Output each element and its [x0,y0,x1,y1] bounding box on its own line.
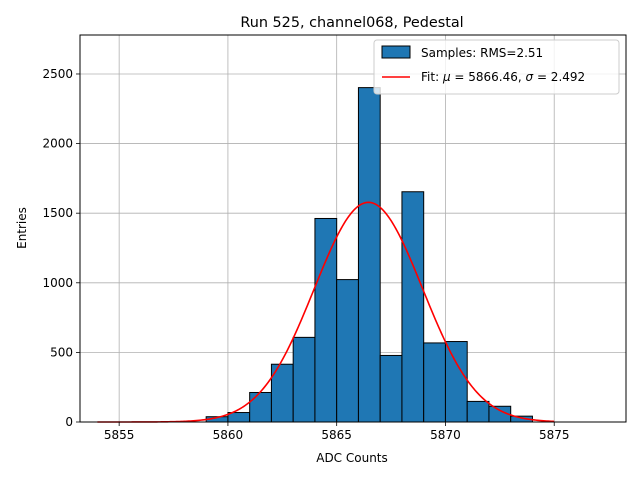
legend: Samples: RMS=2.51 Fit: μ = 5866.46, σ = … [373,39,620,95]
y-tick-label: 1000 [42,276,73,290]
histogram-bars [205,87,533,423]
x-axis-ticks: 5855 5860 5865 5870 5875 [104,422,570,442]
x-tick-label: 5870 [430,428,461,442]
plot-frame [79,34,627,423]
fit-mu-value: = 5866.46, [451,70,526,84]
histogram-bar [292,336,316,423]
y-tick-label: 2500 [42,67,73,81]
x-axis-label: ADC Counts [316,451,388,465]
y-axis-ticks: 0 500 1000 1500 2000 2500 [42,67,80,429]
legend-samples-label: Samples: RMS=2.51 [421,46,543,60]
histogram-bar [336,279,359,423]
fit-sigma-symbol: σ [526,70,534,84]
histogram-bar [357,87,381,423]
chart-title: Run 525, channel068, Pedestal [240,15,463,31]
x-tick-label: 5860 [213,428,244,442]
histogram-bar [314,217,338,423]
legend-box [373,39,620,95]
histogram-bar [444,341,468,423]
histogram-bar [466,400,490,423]
histogram-bar [249,391,272,423]
y-axis-label: Entries [15,207,29,249]
fit-label-prefix: Fit: [421,70,443,84]
histogram-bar [401,191,425,423]
histogram-bar [423,342,446,423]
legend-samples-swatch [381,45,411,59]
histogram-bar [379,354,403,423]
y-tick-label: 500 [50,345,73,359]
y-tick-label: 0 [65,415,73,429]
fit-sigma-value: = 2.492 [533,70,585,84]
y-tick-label: 2000 [42,137,73,151]
x-tick-label: 5875 [539,428,570,442]
x-tick-label: 5865 [321,428,352,442]
legend-fit-label: Fit: μ = 5866.46, σ = 2.492 [421,70,585,84]
x-tick-label: 5855 [104,428,135,442]
y-tick-label: 1500 [42,206,73,220]
fit-mu-symbol: μ [442,70,451,84]
